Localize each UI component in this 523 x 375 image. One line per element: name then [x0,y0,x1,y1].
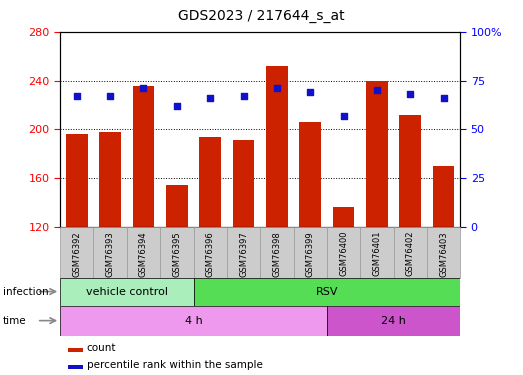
Text: vehicle control: vehicle control [86,286,168,297]
Text: 4 h: 4 h [185,316,202,326]
Bar [127,227,160,278]
Text: GSM76396: GSM76396 [206,231,214,277]
Text: GSM76398: GSM76398 [272,231,281,277]
Text: GSM76392: GSM76392 [72,231,81,276]
Text: 24 h: 24 h [381,316,406,326]
Bar [327,227,360,278]
Bar [166,186,188,227]
Bar [266,66,288,227]
Bar [199,137,221,227]
Bar [299,122,321,227]
Text: GSM76397: GSM76397 [239,231,248,277]
Text: GSM76393: GSM76393 [106,231,115,277]
Point [173,103,181,109]
Bar [60,306,327,336]
Bar [227,227,260,278]
Bar [260,227,293,278]
Point [373,87,381,93]
Bar [233,140,254,227]
Text: GSM76400: GSM76400 [339,231,348,276]
Bar [333,207,355,227]
Bar [433,166,454,227]
Text: GSM76402: GSM76402 [406,231,415,276]
Text: GSM76403: GSM76403 [439,231,448,276]
Text: GSM76394: GSM76394 [139,231,148,276]
Text: GSM76401: GSM76401 [372,231,381,276]
Text: GSM76399: GSM76399 [306,231,315,276]
Bar [194,227,227,278]
Bar [400,115,421,227]
Bar [133,86,154,227]
Point [406,91,414,97]
Point [206,95,214,101]
Bar [360,227,393,278]
Bar [68,348,83,352]
Bar [293,227,327,278]
Point [139,86,147,92]
Point [306,89,314,95]
Point [272,86,281,92]
Point [73,93,81,99]
Bar [366,81,388,227]
Text: count: count [86,343,116,353]
Text: infection: infection [3,286,48,297]
Text: GDS2023 / 217644_s_at: GDS2023 / 217644_s_at [178,9,345,23]
Bar [60,227,94,278]
Text: time: time [3,316,26,326]
Text: percentile rank within the sample: percentile rank within the sample [86,360,263,370]
Bar [427,227,460,278]
Point [339,113,348,119]
Point [439,95,448,101]
Bar [194,278,460,306]
Point [240,93,248,99]
Bar [394,227,427,278]
Bar [99,132,121,227]
Bar [60,278,194,306]
Point [106,93,115,99]
Text: RSV: RSV [315,286,338,297]
Bar [160,227,194,278]
Bar [94,227,127,278]
Bar [66,134,88,227]
Text: GSM76395: GSM76395 [173,231,181,276]
Bar [327,306,460,336]
Bar [68,365,83,369]
